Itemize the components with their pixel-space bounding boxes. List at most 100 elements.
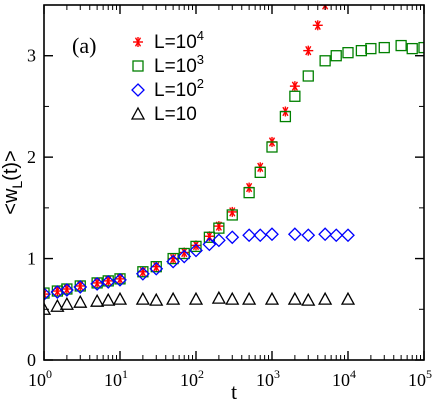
data-point — [90, 293, 105, 307]
data-point — [287, 227, 302, 242]
ticks-layer — [43, 5, 425, 361]
data-point — [92, 277, 103, 288]
data-point — [59, 296, 74, 310]
data-point — [301, 228, 316, 243]
data-point — [191, 240, 201, 251]
data-point — [301, 292, 316, 306]
legend-marker — [132, 60, 144, 72]
data-point — [329, 228, 344, 243]
legend-entry-0: L=104 — [133, 28, 204, 53]
data-point — [253, 228, 268, 243]
data-point — [189, 243, 203, 258]
data-point — [167, 252, 179, 265]
data-point — [177, 249, 192, 264]
data-point — [44, 289, 49, 300]
data-point — [188, 291, 204, 305]
data-point — [179, 247, 190, 258]
legend-marker — [131, 83, 145, 97]
x-axis-label: t — [231, 379, 237, 404]
series-2 — [44, 227, 355, 301]
data-point — [225, 230, 240, 245]
legend-label: L=10 — [154, 104, 197, 125]
data-point — [406, 42, 418, 55]
marks-layer — [44, 5, 424, 315]
panel-label: (a) — [72, 33, 96, 58]
data-point — [166, 291, 181, 305]
data-point — [318, 291, 333, 305]
data-point — [312, 20, 323, 31]
plot-frame — [43, 4, 425, 361]
data-point — [190, 240, 202, 253]
data-point — [112, 291, 128, 305]
data-point — [342, 47, 354, 59]
x-tick-label: 100 — [28, 367, 52, 390]
data-point — [101, 292, 116, 306]
data-point — [395, 39, 407, 52]
data-point — [340, 291, 356, 305]
legend-entry-2: L=102 — [131, 76, 204, 101]
y-tick-label: 2 — [27, 147, 36, 167]
data-point — [287, 291, 302, 305]
data-point — [113, 272, 127, 287]
legend-label: L=102 — [154, 76, 204, 101]
data-point — [319, 55, 331, 67]
data-point — [137, 266, 149, 278]
data-point — [149, 292, 164, 306]
data-point — [227, 206, 238, 217]
data-point — [90, 277, 105, 291]
data-point — [213, 222, 225, 234]
x-tick-label: 103 — [256, 367, 280, 390]
y-tick-label: 3 — [27, 46, 36, 66]
data-point — [178, 247, 190, 260]
y-tick-label: 1 — [27, 249, 36, 269]
y-tick-label: 0 — [27, 350, 36, 370]
data-point — [101, 274, 116, 289]
data-point — [150, 261, 162, 273]
data-point — [203, 231, 216, 243]
legend-entry-3: L=10 — [130, 104, 197, 125]
data-point — [59, 283, 74, 297]
data-point — [330, 50, 342, 62]
data-point — [202, 237, 217, 252]
x-tick-label: 104 — [332, 367, 356, 390]
data-point — [225, 291, 240, 305]
data-point — [264, 291, 280, 305]
legend-marker — [130, 106, 146, 120]
data-point — [73, 294, 88, 308]
y-axis-label: <wL(t)> — [0, 150, 25, 214]
data-point — [318, 227, 333, 242]
data-point — [355, 44, 368, 57]
legend-entry-1: L=103 — [132, 52, 204, 77]
data-point — [378, 41, 390, 54]
series-1 — [44, 39, 424, 299]
data-point — [254, 166, 266, 179]
data-point — [302, 70, 314, 82]
data-point — [242, 291, 257, 305]
data-point — [135, 266, 150, 281]
data-point — [44, 287, 51, 301]
data-point — [289, 81, 300, 92]
data-point — [266, 141, 278, 153]
data-point — [211, 290, 226, 304]
data-point — [242, 228, 257, 243]
x-tick-label: 102 — [180, 367, 204, 390]
data-point — [50, 298, 65, 312]
data-point — [418, 41, 424, 54]
data-point — [289, 90, 301, 102]
data-point — [73, 280, 88, 294]
legend-label: L=104 — [154, 28, 204, 53]
labels-layer: 100 101 102 103 104 105 0 1 2 3 t <wL(t)> (a) — [0, 33, 432, 404]
x-tick-label: 101 — [104, 367, 128, 390]
data-point — [166, 254, 181, 269]
x-tick-label: 105 — [408, 367, 432, 390]
data-point — [149, 261, 164, 276]
data-point — [211, 233, 226, 248]
legend-label: L=103 — [154, 52, 204, 77]
series-3 — [44, 290, 356, 315]
data-point — [341, 228, 355, 243]
data-point — [303, 45, 314, 56]
data-point — [365, 42, 377, 55]
